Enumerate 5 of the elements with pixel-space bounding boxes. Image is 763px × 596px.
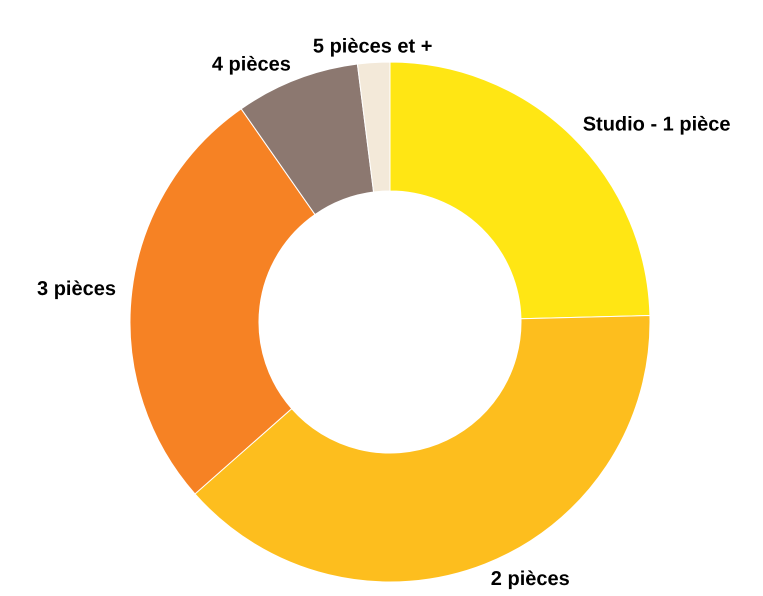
slice-label: 3 pièces [37, 278, 116, 300]
slice-label: 2 pièces [490, 568, 570, 590]
slice-label: 5 pièces et + [312, 36, 432, 58]
slice-label: Studio - 1 pièce [582, 113, 731, 136]
slice-label: 4 pièces [212, 53, 291, 76]
